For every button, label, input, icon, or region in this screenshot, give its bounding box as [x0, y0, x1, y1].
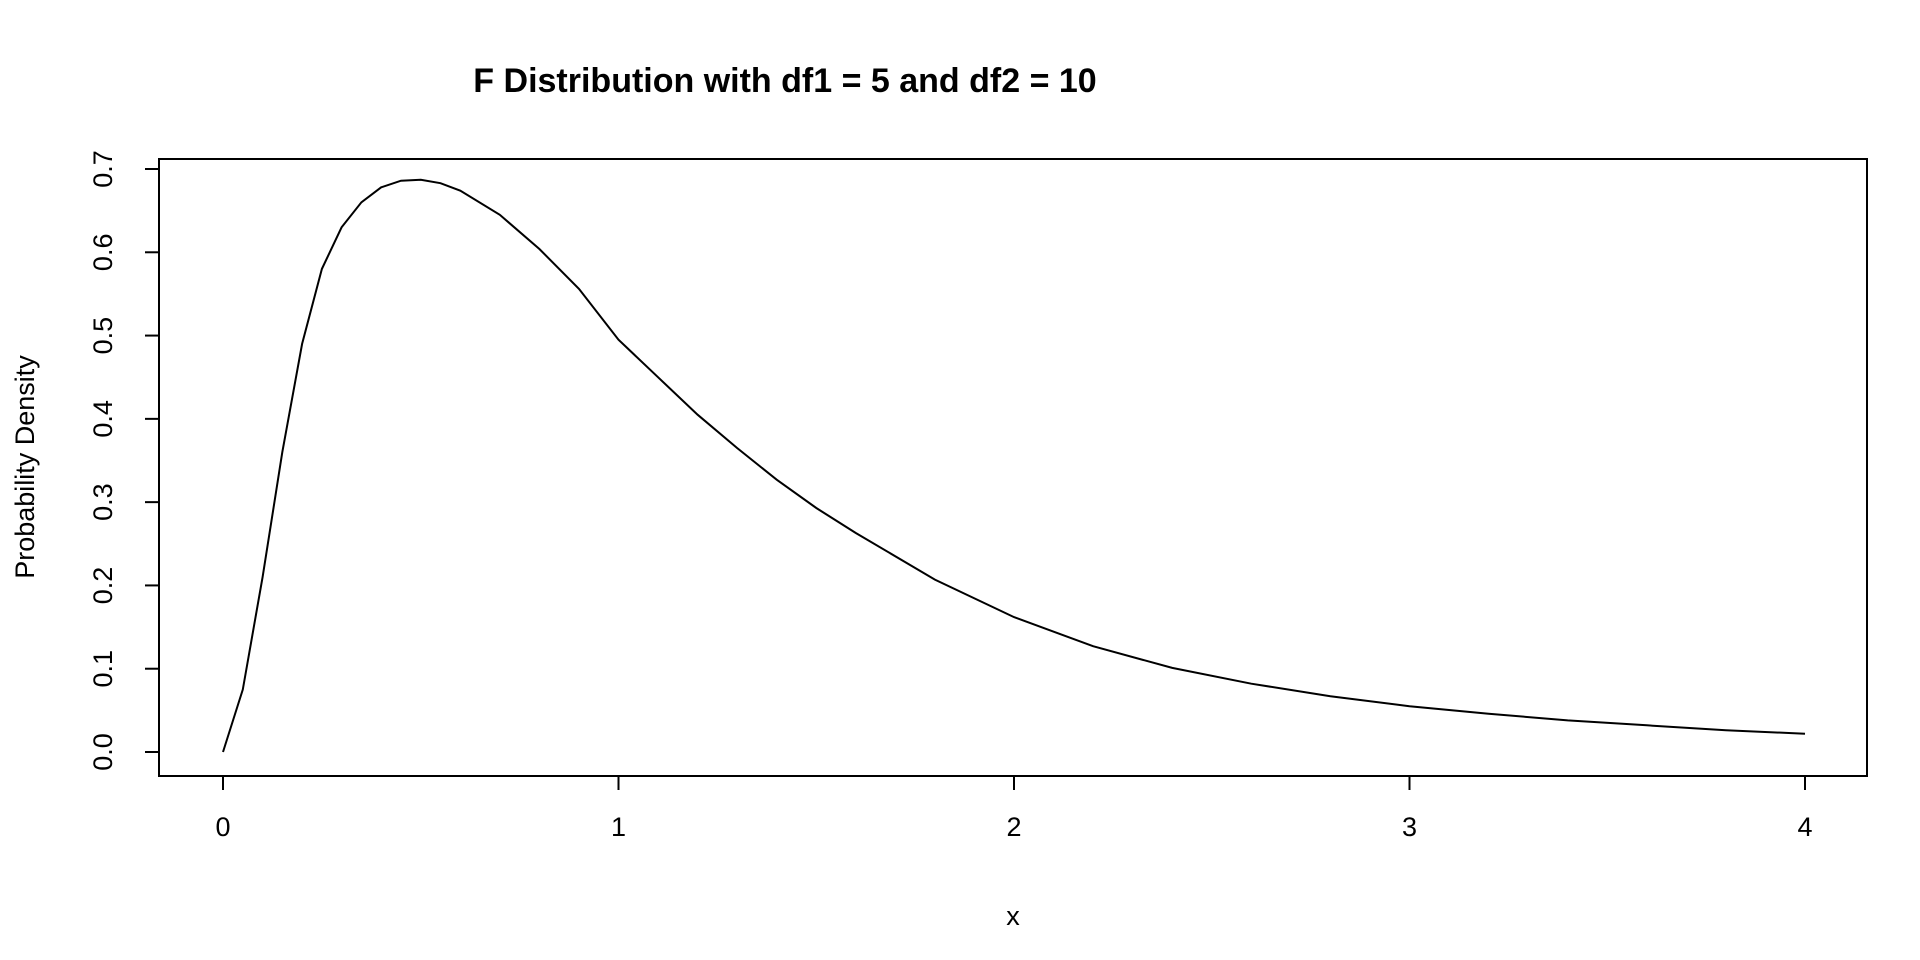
y-axis-label: Probability Density: [10, 355, 40, 579]
y-axis: 0.0 0.1 0.2 0.3 0.4 0.5 0.6 0.7: [88, 150, 160, 771]
density-curve: [222, 178, 1806, 753]
y-tick-label: 0.1: [88, 650, 118, 688]
y-tick-label: 0.0: [88, 733, 118, 771]
x-axis-label: x: [1006, 901, 1020, 931]
y-tick-label: 0.4: [88, 400, 118, 438]
y-tick-label: 0.3: [88, 483, 118, 521]
y-tick-label: 0.5: [88, 317, 118, 355]
x-tick-label: 0: [215, 812, 230, 842]
x-tick-label: 3: [1402, 812, 1417, 842]
x-tick-label: 4: [1797, 812, 1812, 842]
chart-title: F Distribution with df1 = 5 and df2 = 10: [473, 62, 1096, 100]
y-tick-label: 0.7: [88, 150, 118, 188]
plot-frame: [158, 158, 1868, 777]
x-tick-label: 1: [611, 812, 626, 842]
y-tick-label: 0.6: [88, 234, 118, 272]
x-tick-label: 2: [1006, 812, 1021, 842]
y-tick-label: 0.2: [88, 567, 118, 605]
x-axis: 0 1 2 3 4: [215, 775, 1813, 842]
